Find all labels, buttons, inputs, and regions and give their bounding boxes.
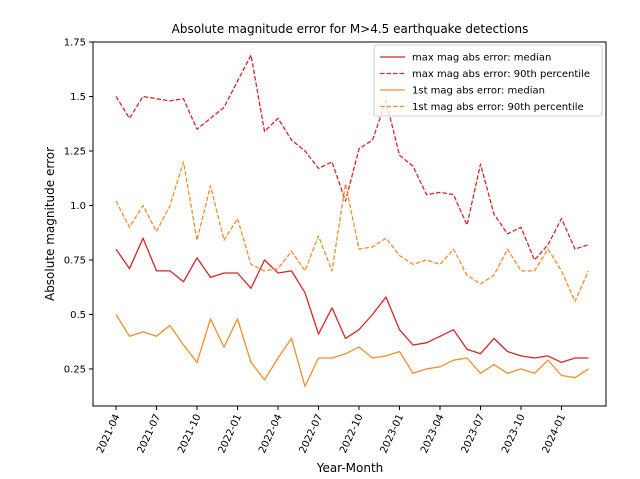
series-line-3 [115, 314, 589, 388]
series-line-4 [115, 161, 590, 303]
y-tick-label: 0.5 [70, 310, 86, 321]
y-tick-label: 0.25 [64, 364, 86, 375]
y-tick-label: 1.5 [70, 92, 86, 103]
y-tick-label: 1.0 [70, 201, 86, 212]
y-axis: 0.25 0.5 0.75 1.0 1.25 1.5 1.75 [64, 38, 93, 375]
x-tick-label: 2023-10 [500, 413, 528, 456]
legend-label: 1st mag abs error: median [412, 86, 545, 97]
x-tick-label: 2024-01 [541, 413, 569, 456]
x-tick-label: 2022-07 [298, 413, 326, 456]
x-tick-label: 2022-04 [257, 413, 285, 456]
series-line-1 [115, 237, 589, 364]
legend-label: max mag abs error: 90th percentile [412, 69, 590, 80]
legend-label: 1st mag abs error: 90th percentile [412, 102, 584, 113]
x-tick-label: 2021-07 [136, 413, 164, 456]
x-tick-label: 2022-10 [338, 413, 366, 456]
legend: max mag abs error: median max mag abs err… [373, 44, 603, 117]
plot-area [92, 41, 607, 407]
legend-box [373, 44, 603, 117]
legend-label: max mag abs error: median [412, 53, 551, 64]
y-tick-label: 1.75 [64, 38, 86, 49]
series-layer [115, 54, 590, 388]
x-tick-label: 2021-04 [95, 413, 123, 456]
x-tick-label: 2022-01 [217, 413, 245, 456]
y-tick-label: 0.75 [64, 255, 86, 266]
y-tick-label: 1.25 [64, 146, 86, 157]
x-tick-label: 2023-04 [419, 413, 447, 456]
plot-frame [92, 41, 607, 407]
y-axis-label: Absolute magnitude error [43, 147, 57, 301]
series-line-2 [115, 54, 589, 261]
x-tick-label: 2023-07 [460, 413, 488, 456]
chart-title: Absolute magnitude error for M>4.5 earth… [172, 22, 529, 36]
x-axis: 2021-04 2021-07 2021-10 2022-01 2022-04 2022-… [95, 406, 568, 455]
x-tick-label: 2023-01 [379, 413, 407, 456]
x-axis-label: Year-Month [316, 461, 384, 475]
x-tick-label: 2021-10 [176, 413, 204, 456]
